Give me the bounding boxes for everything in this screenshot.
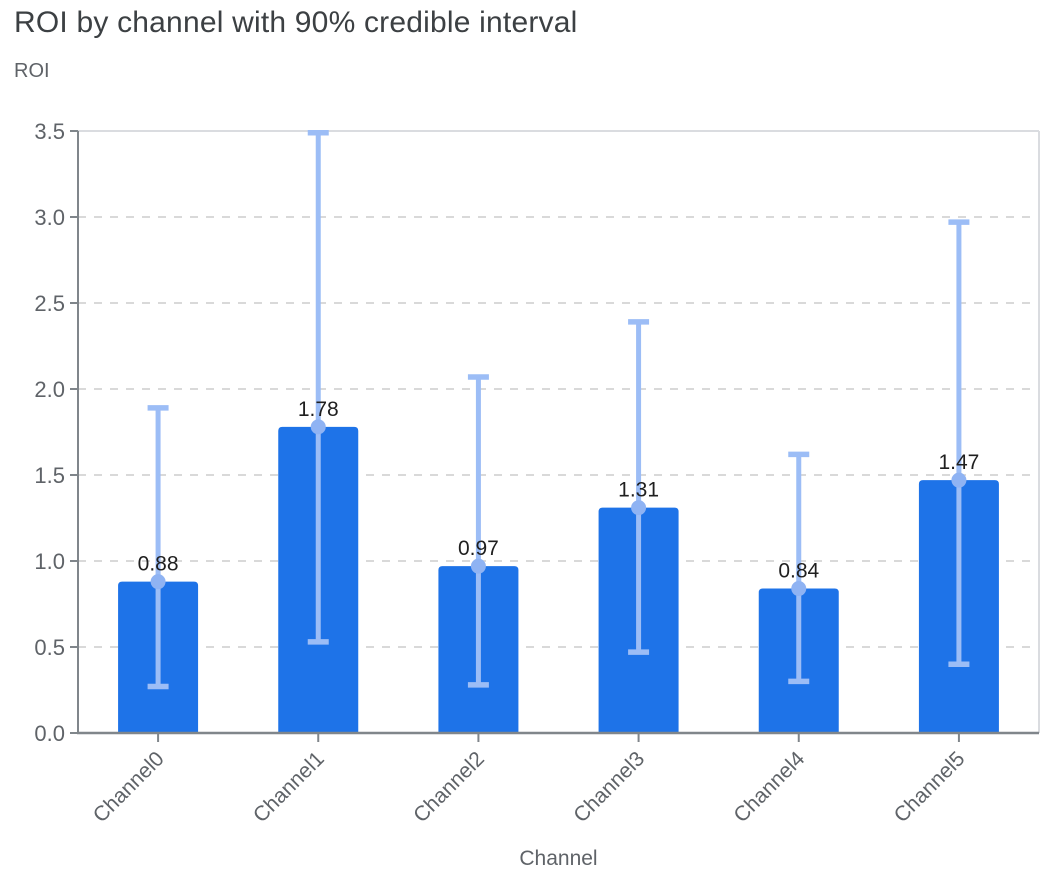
- value-label-channel5: 1.47: [938, 451, 979, 474]
- value-label-channel4: 0.84: [778, 560, 819, 583]
- mean-marker: [310, 419, 326, 435]
- error-bar-channel0: [147, 405, 169, 690]
- y-tick-label: 1.5: [34, 463, 65, 488]
- gridlines: [78, 130, 1039, 648]
- y-axis-ticks: 0.0 0.5 1.0 1.5 2.0 2.5 3.0 3.5: [34, 119, 78, 746]
- value-label-channel3: 1.31: [618, 479, 659, 502]
- x-tick-label-channel5: Channel5: [890, 747, 970, 827]
- bars: [118, 426, 999, 733]
- error-bar-channel3: [628, 319, 650, 655]
- x-tick-label-channel3: Channel3: [569, 747, 649, 827]
- mean-marker: [150, 574, 166, 590]
- x-tick-label-channel2: Channel2: [409, 747, 489, 827]
- x-tick-label-channel1: Channel1: [249, 747, 329, 827]
- x-axis-ticks: Channel0 Channel1 Channel2 Channel3 Channel4…: [89, 734, 970, 827]
- mean-marker: [791, 581, 807, 597]
- mean-marker: [470, 558, 486, 574]
- chart-title: ROI by channel with 90% credible interva…: [14, 6, 578, 39]
- mean-marker: [951, 472, 967, 488]
- y-tick-label: 3.5: [34, 119, 65, 144]
- y-tick-label: 2.0: [34, 377, 65, 402]
- y-tick-label: 1.0: [34, 549, 65, 574]
- x-tick-label-channel0: Channel0: [89, 747, 169, 827]
- error-bars: [147, 129, 970, 690]
- error-bar-channel2: [467, 374, 489, 688]
- y-tick-label: 0.5: [34, 635, 65, 660]
- mean-marker: [631, 500, 647, 516]
- value-label-channel0: 0.88: [138, 553, 179, 576]
- error-bar-channel5: [948, 219, 970, 667]
- y-tick-label: 0.0: [34, 721, 65, 746]
- y-tick-label: 2.5: [34, 291, 65, 316]
- value-label-channel2: 0.97: [458, 537, 499, 560]
- x-axis-title: Channel: [519, 847, 598, 870]
- x-tick-label-channel4: Channel4: [729, 747, 809, 827]
- error-bar-channel1: [307, 129, 329, 645]
- y-axis-title: ROI: [14, 60, 50, 82]
- value-labels: 0.88 1.78 0.97 1.31 0.84 1.47: [138, 398, 980, 583]
- y-tick-label: 3.0: [34, 205, 65, 230]
- value-label-channel1: 1.78: [298, 398, 339, 421]
- error-bar-channel4: [788, 451, 810, 685]
